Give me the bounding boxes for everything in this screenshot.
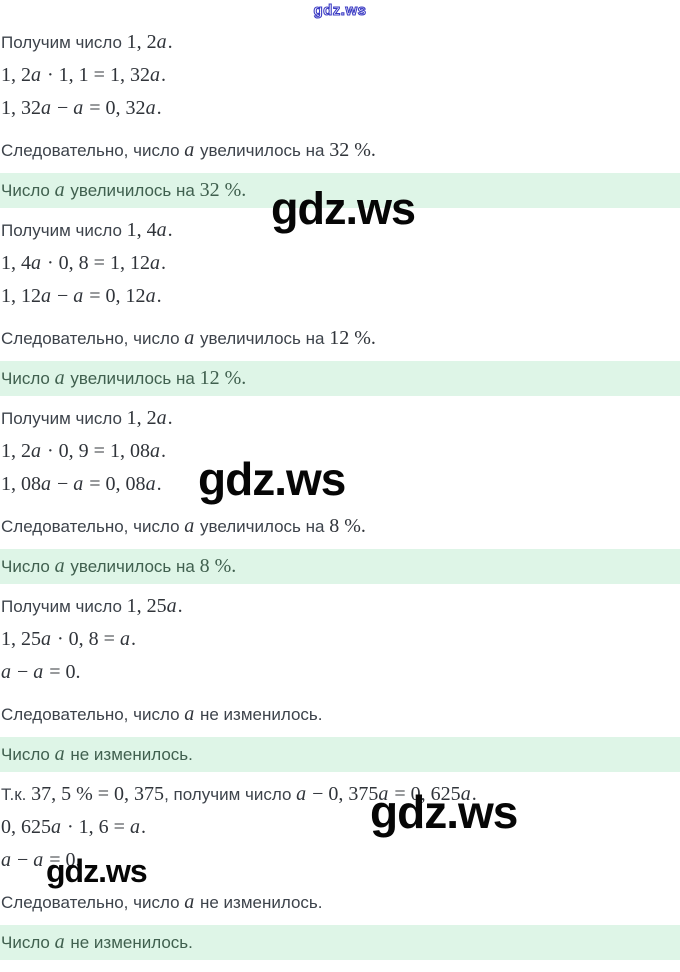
math-segment: 1, 08a − a = 0, 08a. — [1, 473, 162, 495]
math-segment: a − 0, 375a = 0, 625a. — [296, 783, 477, 805]
text-segment: увеличилось на — [65, 369, 200, 388]
math-segment: 37, 5 % = 0, 375 — [31, 783, 165, 805]
site-watermark-top: gdz.ws — [313, 1, 367, 19]
gdz-watermark: gdz.ws — [198, 453, 346, 505]
text-segment: не изменилось. — [195, 893, 323, 912]
math-segment: 0, 625a · 1, 6 = a. — [1, 816, 146, 838]
text-segment: Число — [1, 933, 55, 952]
solution-line: Получим число 1, 25a. — [0, 596, 680, 617]
solution-line: Т.к. 37, 5 % = 0, 375, получим число a −… — [0, 784, 680, 805]
math-segment: 12 %. — [199, 367, 247, 389]
solution-line: 1, 2a · 0, 9 = 1, 08a. — [0, 441, 680, 462]
math-segment: a — [54, 367, 65, 389]
text-segment: Получим число — [1, 597, 127, 616]
solution-line: 1, 12a − a = 0, 12a. — [0, 286, 680, 307]
text-segment: Число — [1, 745, 55, 764]
answer-line: Число a увеличилось на 32 %. — [0, 173, 680, 208]
text-segment: не изменилось. — [195, 705, 323, 724]
answer-line: Число a увеличилось на 8 %. — [0, 549, 680, 584]
math-segment: a — [184, 891, 195, 913]
text-segment: не изменилось. — [65, 745, 193, 764]
math-segment: a — [54, 743, 65, 765]
math-segment: 1, 2a · 1, 1 = 1, 32a. — [1, 64, 166, 86]
math-segment: 12 %. — [329, 327, 376, 349]
gdz-watermark: gdz.ws — [370, 786, 518, 838]
solution-line: 1, 2a · 1, 1 = 1, 32a. — [0, 65, 680, 86]
math-segment: 1, 25a. — [126, 595, 183, 617]
text-segment: не изменилось. — [65, 933, 193, 952]
solution-line: a − a = 0. — [0, 850, 680, 871]
text-segment: Число — [1, 369, 55, 388]
solution-line: 1, 32a − a = 0, 32a. — [0, 98, 680, 119]
gdz-watermark: gdz.ws — [271, 183, 416, 234]
answer-line: Число a не изменилось. — [0, 925, 680, 960]
text-segment: увеличилось на — [195, 329, 330, 348]
text-segment: увеличилось на — [65, 557, 200, 576]
math-segment: 1, 4a · 0, 8 = 1, 12a. — [1, 252, 166, 274]
solution-line: Получим число 1, 4a. — [0, 220, 680, 241]
solution-line: Получим число 1, 2a. — [0, 32, 680, 53]
solution-line: Следовательно, число a увеличилось на 32… — [0, 131, 680, 161]
math-segment: 8 %. — [199, 555, 237, 577]
solution-line: 1, 08a − a = 0, 08a. — [0, 474, 680, 495]
math-segment: a — [184, 703, 195, 725]
math-segment: 32 %. — [199, 179, 247, 201]
math-segment: a — [184, 515, 195, 537]
math-segment: 8 %. — [329, 515, 366, 537]
math-segment: 1, 2a · 0, 9 = 1, 08a. — [1, 440, 166, 462]
text-segment: Получим число — [1, 409, 127, 428]
solution-line: Следовательно, число a увеличилось на 8 … — [0, 507, 680, 537]
solution-line: Следовательно, число a не изменилось. — [0, 883, 680, 913]
math-segment: 32 %. — [329, 139, 376, 161]
text-segment: Следовательно, число — [1, 517, 185, 536]
text-segment: Следовательно, число — [1, 705, 185, 724]
text-segment: , получим число — [164, 785, 297, 804]
solution-line: Следовательно, число a увеличилось на 12… — [0, 319, 680, 349]
math-segment: 1, 2a. — [126, 31, 173, 53]
text-segment: увеличилось на — [195, 141, 330, 160]
solution-line: Получим число 1, 2a. — [0, 408, 680, 429]
text-segment: Следовательно, число — [1, 329, 185, 348]
math-segment: 1, 32a − a = 0, 32a. — [1, 97, 162, 119]
text-segment: Следовательно, число — [1, 893, 185, 912]
solution-line: 1, 25a · 0, 8 = a. — [0, 629, 680, 650]
math-segment: 1, 4a. — [126, 219, 173, 241]
solution-line: Следовательно, число a не изменилось. — [0, 695, 680, 725]
solution-line: 0, 625a · 1, 6 = a. — [0, 817, 680, 838]
math-segment: 1, 2a. — [126, 407, 173, 429]
text-segment: Число — [1, 557, 55, 576]
text-segment: увеличилось на — [65, 181, 200, 200]
answer-line: Число a увеличилось на 12 %. — [0, 361, 680, 396]
text-segment: увеличилось на — [195, 517, 330, 536]
math-segment: a — [184, 327, 195, 349]
math-segment: a — [184, 139, 195, 161]
math-segment: a — [54, 179, 65, 201]
math-segment: a − a = 0. — [1, 661, 81, 683]
math-segment: a − a = 0. — [1, 849, 81, 871]
text-segment: Получим число — [1, 221, 127, 240]
math-segment: 1, 12a − a = 0, 12a. — [1, 285, 162, 307]
math-segment: a — [54, 555, 65, 577]
solution-line: 1, 4a · 0, 8 = 1, 12a. — [0, 253, 680, 274]
text-segment: Следовательно, число — [1, 141, 185, 160]
text-segment: Получим число — [1, 33, 127, 52]
answer-line: Число a не изменилось. — [0, 737, 680, 772]
math-segment: a — [54, 931, 65, 953]
gdz-watermark: gdz.ws — [46, 853, 148, 889]
text-segment: Т.к. — [1, 785, 32, 804]
solution-line: a − a = 0. — [0, 662, 680, 683]
math-segment: 1, 25a · 0, 8 = a. — [1, 628, 136, 650]
text-segment: Число — [1, 181, 55, 200]
